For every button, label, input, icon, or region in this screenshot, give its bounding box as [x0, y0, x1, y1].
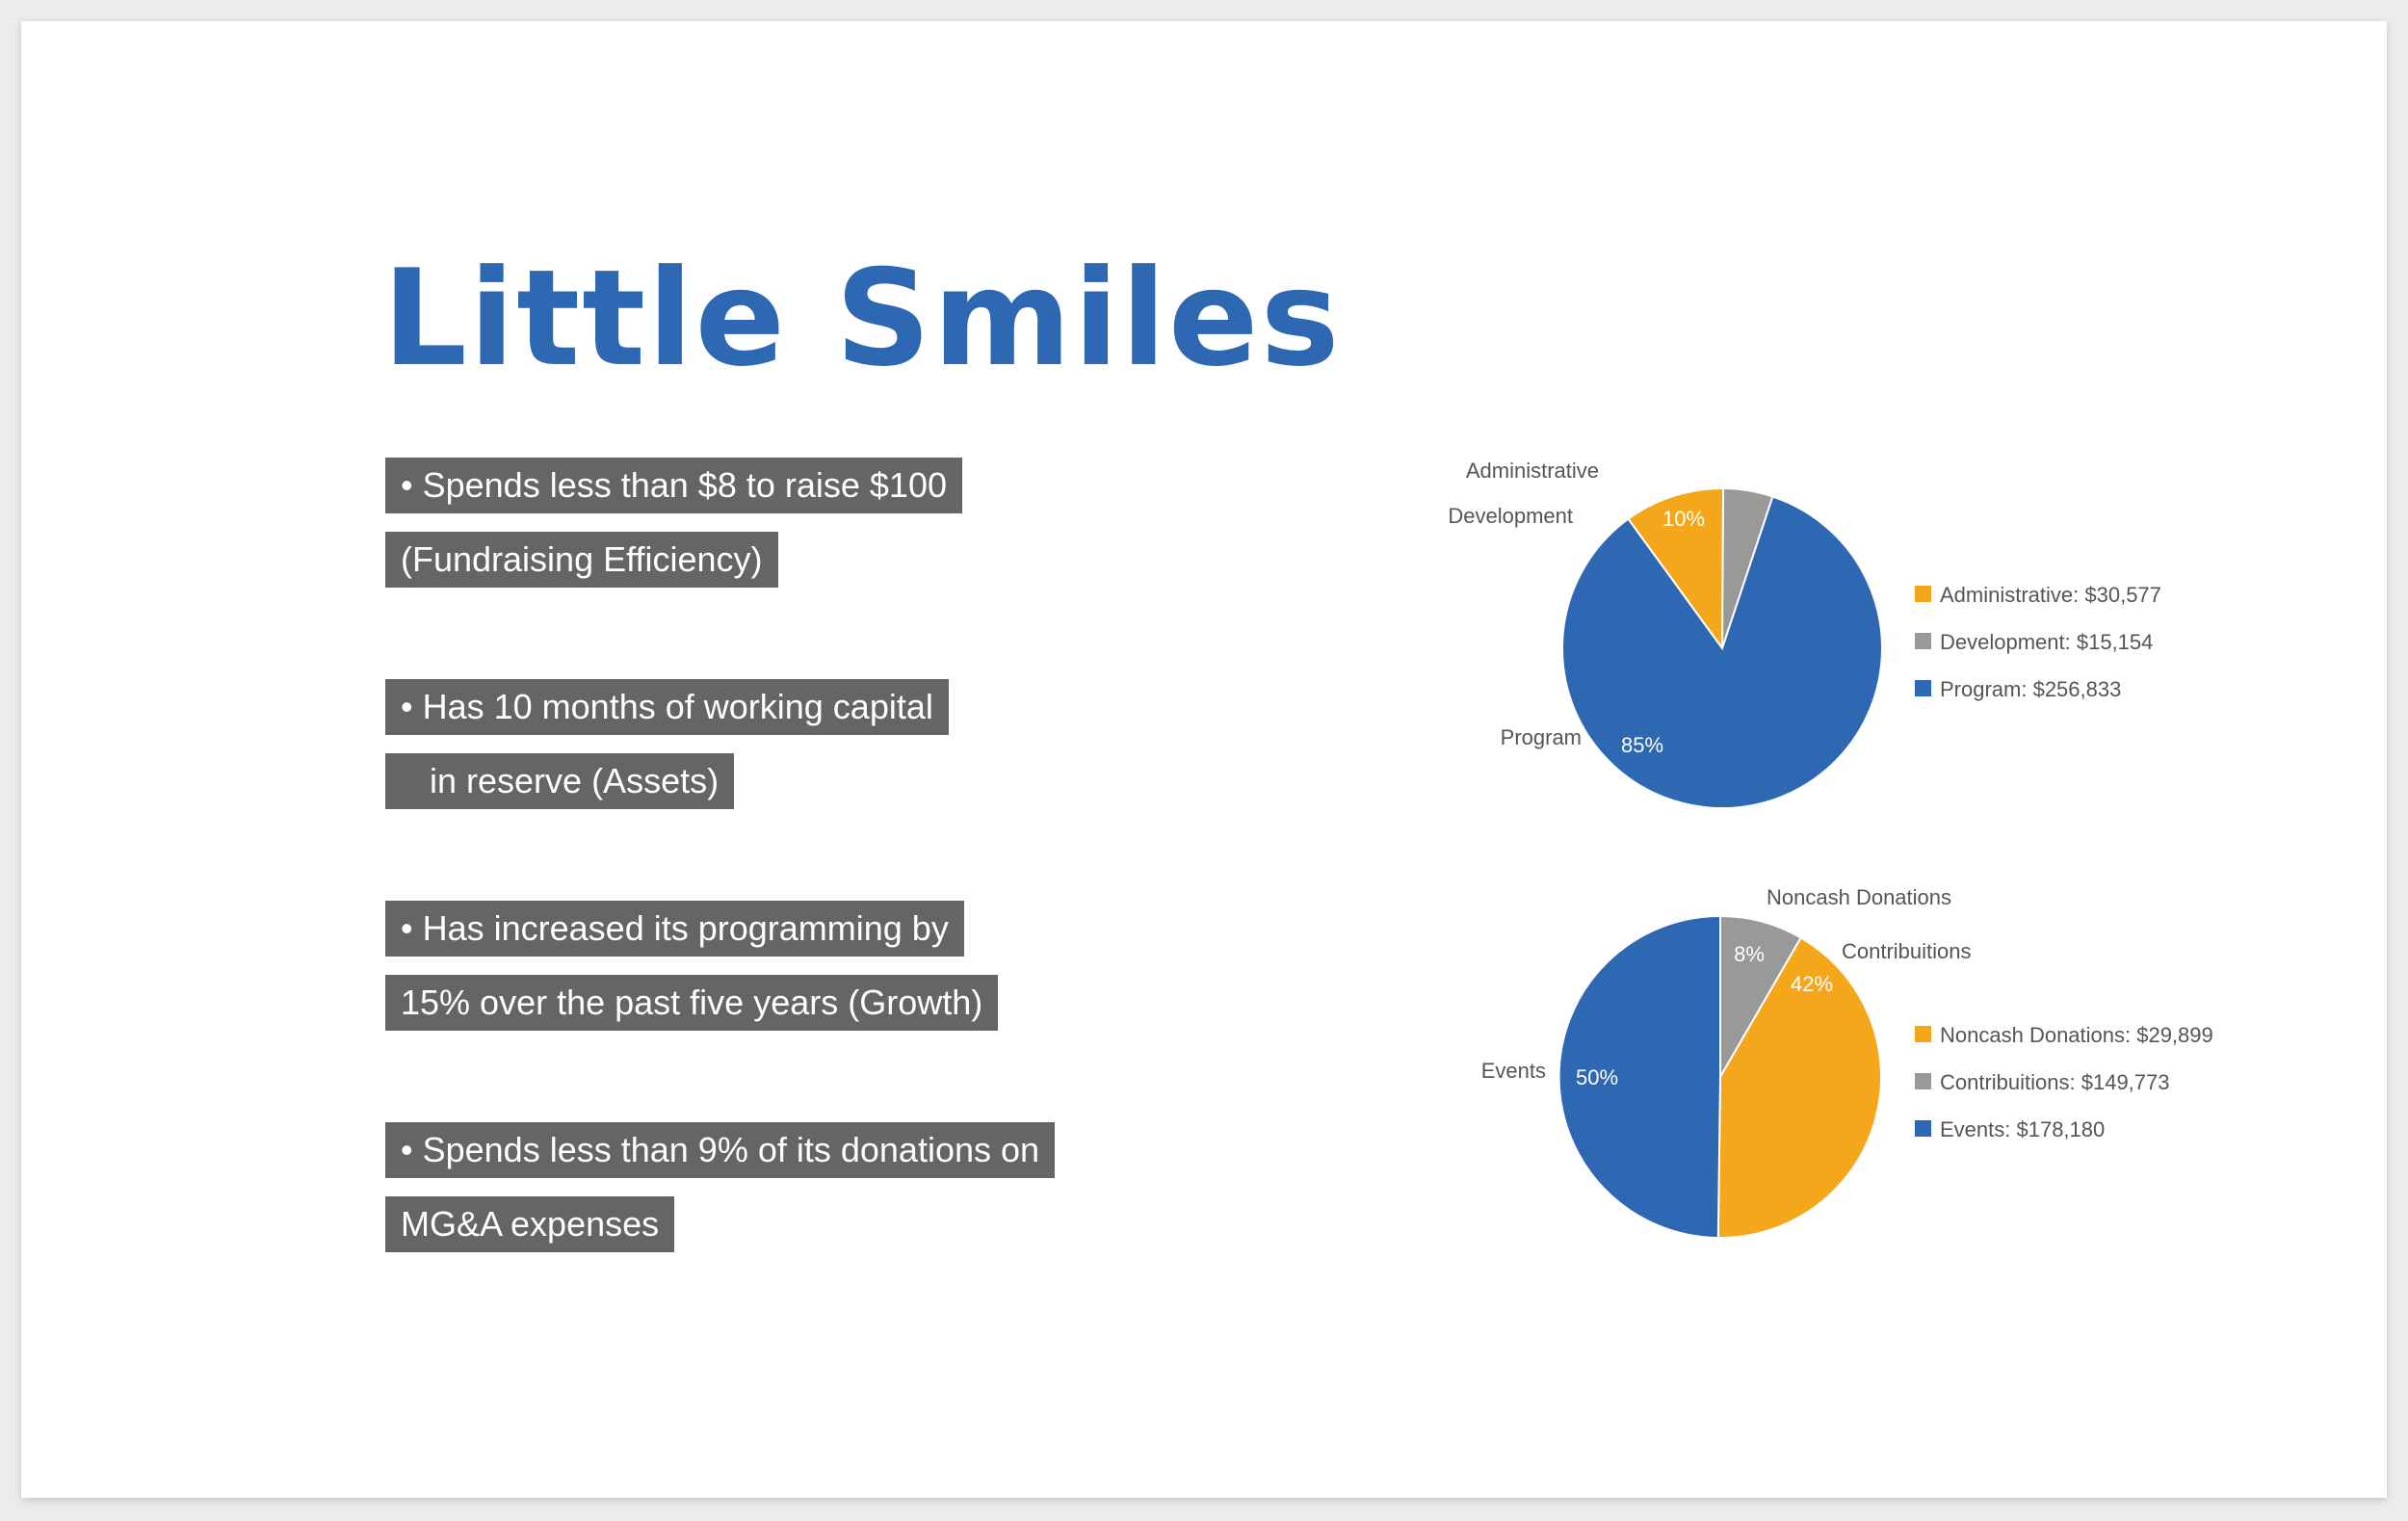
pie-1-legend-label-1: Administrative: $30,577: [1940, 583, 2161, 607]
charts: 10% Administrative Administrative: $30,577…: [1448, 459, 2213, 1240]
pie-2-legend-swatch-3: [1915, 1120, 1931, 1137]
bullet-2-line-2: in reserve (Assets): [385, 753, 735, 809]
title: Little Smiles: [382, 241, 1342, 396]
pie-1-legend-swatch-1: [1915, 586, 1931, 602]
pie-2-legend-swatch-1: [1915, 1026, 1931, 1042]
pie-2-slice-2: [1716, 936, 1882, 1239]
pie-2-category-label-3: Events: [1481, 1059, 1546, 1083]
pie-1-pct-label-1: 10%: [1662, 507, 1705, 531]
pie-2-category-label-1: Noncash Donations: [1767, 885, 1951, 909]
pie-1-category-label-2: Development: [1448, 504, 1573, 528]
pie-1-category-label-3: Program: [1501, 725, 1582, 749]
bullet-3-line-2: 15% over the past five years (Growth): [385, 975, 999, 1031]
pie-1-pct-label-3: 85%: [1621, 733, 1663, 757]
slide: Little Smiles • Spends less than $8 to r…: [21, 21, 2387, 1498]
pie-1-legend-label-3: Program: $256,833: [1940, 677, 2121, 701]
pie-1-legend-swatch-2: [1915, 633, 1931, 649]
pie-2-pct-label-1: 8%: [1734, 942, 1765, 966]
pie-2-slice-3: [1557, 914, 1721, 1240]
pie-2-pct-label-3: 50%: [1576, 1065, 1618, 1089]
pie-1-slice-3: [1561, 495, 1883, 809]
pie-1-category-label-1: Administrative: [1466, 459, 1599, 483]
bullet-4-line-1: • Spends less than 9% of its donations o…: [385, 1122, 1056, 1178]
pie-2-pct-label-2: 42%: [1791, 972, 1833, 996]
pie-2-legend-label-2: Contribuitions: $149,773: [1940, 1070, 2170, 1094]
bullet-1-line-1: • Spends less than $8 to raise $100: [385, 458, 962, 513]
pie-1-legend-swatch-3: [1915, 680, 1931, 696]
pie-2-legend-label-1: Noncash Donations: $29,899: [1940, 1023, 2213, 1047]
bullet-2-line-1: • Has 10 months of working capital: [385, 679, 949, 735]
pie-2-slice-1: [1719, 914, 1803, 1081]
bullet-4-line-2: MG&A expenses: [385, 1196, 675, 1252]
pie-1-legend-label-2: Development: $15,154: [1940, 630, 2153, 654]
pie-2-legend-swatch-2: [1915, 1073, 1931, 1089]
bullet-3-line-1: • Has increased its programming by: [385, 901, 964, 957]
pie-2-category-label-2: Contribuitions: [1842, 939, 1972, 963]
pie-1-slice-1: [1627, 486, 1725, 652]
pie-2-legend-label-3: Events: $178,180: [1940, 1117, 2105, 1141]
bullet-1-line-2: (Fundraising Efficiency): [385, 532, 778, 588]
